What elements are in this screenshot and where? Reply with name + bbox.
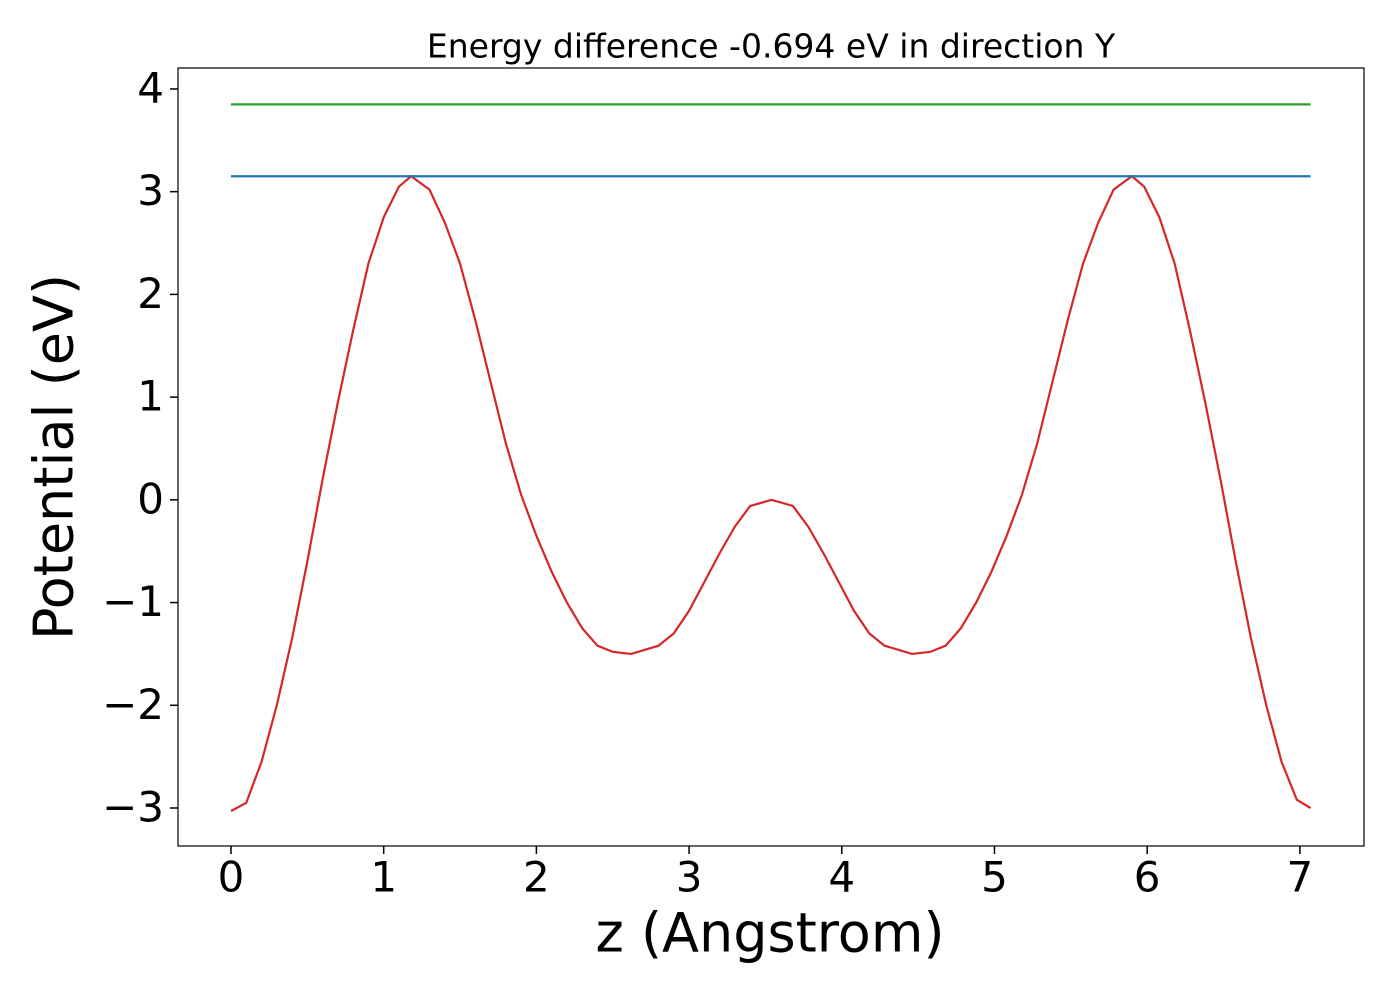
y-tick-label: 1 (137, 372, 164, 421)
y-tick-label: 0 (137, 474, 164, 523)
x-tick-label: 6 (1134, 853, 1161, 902)
y-tick-label: −2 (102, 680, 164, 729)
x-tick-label: 3 (676, 853, 703, 902)
plot-frame (177, 67, 1365, 847)
y-tick-label: 2 (137, 269, 164, 318)
x-tick-label: 0 (218, 853, 245, 902)
y-tick-label: 3 (137, 166, 164, 215)
x-tick-label: 1 (370, 853, 397, 902)
chart-title: Energy difference -0.694 eV in direction… (427, 27, 1116, 66)
x-tick-label: 5 (981, 853, 1008, 902)
y-tick-label: −3 (102, 782, 164, 831)
x-tick-label: 2 (523, 853, 550, 902)
series-line (230, 174, 1312, 813)
y-tick-label: −1 (102, 577, 164, 626)
x-tick-label: 7 (1287, 853, 1314, 902)
x-axis-label: z (Angstrom) (595, 902, 944, 965)
y-axis-label: Potential (eV) (23, 274, 86, 640)
y-tick-label: 4 (137, 63, 164, 112)
x-tick-label: 4 (828, 853, 855, 902)
